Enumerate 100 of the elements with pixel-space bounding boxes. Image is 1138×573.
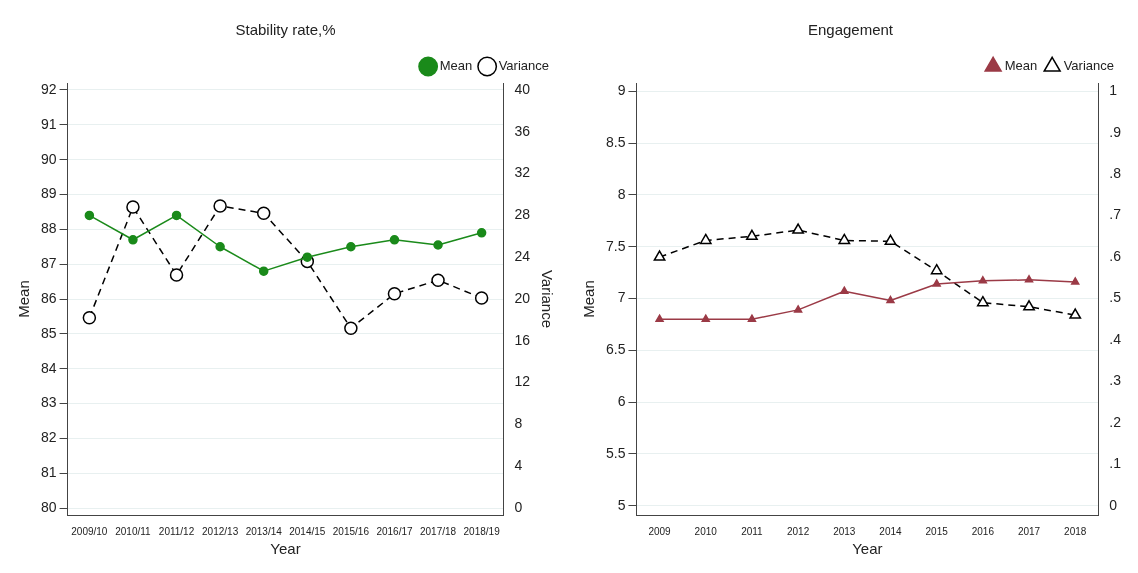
y2-tick-label: .8 <box>1109 165 1122 182</box>
x-tick-label: 2013 <box>833 525 856 537</box>
point <box>476 228 487 238</box>
y-tick-label: 90 <box>40 150 57 167</box>
y-tick-label: 8.5 <box>605 133 626 150</box>
point <box>1023 300 1035 311</box>
x-axis-title: Year <box>852 540 883 558</box>
y2-tick-label: 4 <box>514 457 523 474</box>
point <box>976 295 989 307</box>
y2-axis-title: Variance <box>538 269 556 329</box>
y-tick-label: 7 <box>617 289 626 306</box>
y-tick-label: 88 <box>40 220 57 237</box>
y2-tick-label: .6 <box>1109 247 1122 264</box>
y2-tick-label: 20 <box>514 289 531 306</box>
x-tick-label: 2015/16 <box>332 525 370 537</box>
x-tick-label: 2014 <box>879 525 903 537</box>
point <box>346 241 356 252</box>
point <box>213 199 227 213</box>
legend-label: Variance <box>1063 58 1114 74</box>
y-tick-label: 6 <box>617 392 626 409</box>
point <box>84 210 95 221</box>
y2-tick-label: .1 <box>1109 455 1122 472</box>
x-tick-label: 2013/14 <box>245 525 283 537</box>
x-tick-label: 2009 <box>648 525 672 537</box>
point <box>344 321 358 336</box>
x-tick-label: 2010/11 <box>115 525 152 537</box>
point <box>745 229 758 241</box>
x-tick-label: 2015 <box>925 525 949 537</box>
y2-tick-label: .4 <box>1109 330 1122 347</box>
point <box>1024 275 1034 283</box>
y2-tick-label: 12 <box>514 373 531 390</box>
x-tick-label: 2017 <box>1017 525 1041 537</box>
y-tick-label: 80 <box>40 498 57 515</box>
x-tick-label: 2018/19 <box>463 525 501 537</box>
point <box>302 252 313 262</box>
point <box>474 291 489 305</box>
x-tick-label: 2009/10 <box>71 525 108 537</box>
x-tick-label: 2011 <box>741 525 764 537</box>
point <box>1069 308 1082 319</box>
point <box>884 234 897 246</box>
point <box>747 314 757 322</box>
point <box>169 268 184 282</box>
x-tick-label: 2016/17 <box>376 525 413 537</box>
y-tick-label: 5.5 <box>605 444 626 461</box>
y-tick-label: 87 <box>40 255 57 272</box>
y2-tick-label: 32 <box>514 164 531 181</box>
point <box>389 235 400 245</box>
y-axis-title: Mean <box>15 280 33 318</box>
x-tick-label: 2012 <box>786 525 810 537</box>
y2-tick-label: 1 <box>1109 82 1118 99</box>
y2-tick-label: 28 <box>514 206 531 223</box>
point <box>256 206 271 221</box>
point <box>840 286 849 294</box>
y2-tick-label: .5 <box>1109 289 1122 306</box>
point <box>886 295 895 304</box>
point <box>387 287 402 301</box>
point <box>128 235 138 245</box>
point <box>792 223 805 234</box>
y-tick-label: 83 <box>40 394 57 411</box>
y2-tick-label: .9 <box>1109 123 1122 140</box>
x-tick-label: 2011/12 <box>158 525 195 537</box>
point <box>431 273 445 287</box>
point <box>82 311 97 325</box>
y-tick-label: 89 <box>40 185 57 202</box>
y2-tick-label: 0 <box>514 498 523 515</box>
point <box>978 276 988 284</box>
y-tick-label: 6.5 <box>605 341 626 358</box>
point <box>701 314 710 322</box>
legend-label: Mean <box>1004 58 1038 74</box>
y2-tick-label: .3 <box>1109 372 1122 389</box>
y2-tick-label: 0 <box>1109 496 1118 513</box>
point <box>793 305 803 313</box>
point <box>932 279 941 287</box>
y2-tick-label: 40 <box>514 80 531 97</box>
point <box>930 263 943 275</box>
legend-label: Variance <box>498 58 549 74</box>
chart-title: Stability rate,% <box>235 21 336 39</box>
y2-tick-label: .7 <box>1109 206 1122 223</box>
y-tick-label: 81 <box>40 464 57 481</box>
point <box>171 210 182 221</box>
y2-tick-label: 16 <box>514 331 531 348</box>
y-tick-label: 9 <box>617 82 626 99</box>
point <box>1071 277 1080 285</box>
y-tick-label: 5 <box>617 496 626 513</box>
y2-tick-label: 8 <box>514 415 523 432</box>
y-tick-label: 8 <box>617 185 626 202</box>
x-tick-label: 2018 <box>1064 525 1087 537</box>
y-tick-label: 91 <box>40 115 57 132</box>
point <box>653 250 666 261</box>
y-tick-label: 82 <box>40 429 57 446</box>
y-tick-label: 85 <box>40 324 57 341</box>
x-tick-label: 2016 <box>971 525 995 537</box>
y-axis-title: Mean <box>580 280 598 318</box>
y-tick-label: 7.5 <box>605 237 626 254</box>
point <box>126 200 140 214</box>
x-axis-title: Year <box>270 540 301 558</box>
y-tick-label: 84 <box>40 359 57 376</box>
point <box>215 241 225 252</box>
x-tick-label: 2010 <box>694 525 718 537</box>
point <box>433 240 443 250</box>
